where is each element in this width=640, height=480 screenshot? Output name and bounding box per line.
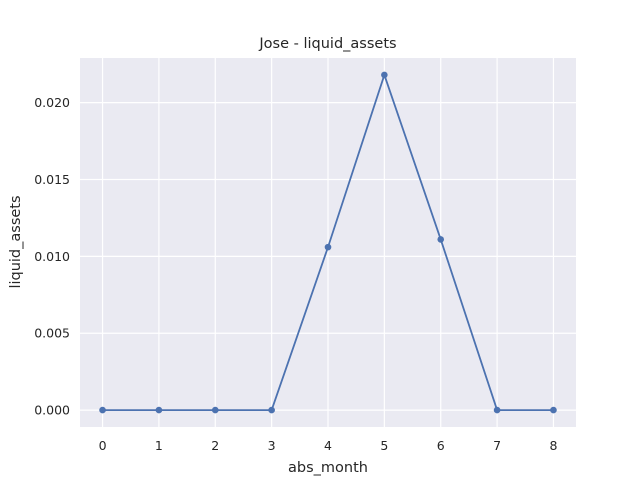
x-tick-label: 2 <box>211 438 219 453</box>
series-group <box>99 71 557 414</box>
data-point <box>99 406 106 414</box>
x-gridlines <box>101 58 555 427</box>
y-tick-label: 0.000 <box>34 403 70 418</box>
chart-title: Jose - liquid_assets <box>258 36 396 52</box>
y-tick-label: 0.015 <box>34 172 70 187</box>
x-tick-label: 6 <box>437 438 445 453</box>
x-axis-label: abs_month <box>288 460 368 476</box>
data-point <box>155 406 163 414</box>
y-tick-labels: 0.000 0.005 0.010 0.015 0.020 <box>34 95 70 418</box>
data-point <box>268 406 275 414</box>
x-tick-label: 3 <box>268 438 276 453</box>
data-point <box>211 406 219 414</box>
y-tick-label: 0.005 <box>34 326 70 341</box>
x-tick-label: 7 <box>493 438 501 453</box>
x-tick-label: 5 <box>380 438 388 453</box>
x-tick-label: 8 <box>549 438 557 453</box>
x-tick-label: 4 <box>324 438 332 453</box>
x-tick-label: 1 <box>155 438 163 453</box>
x-tick-label: 0 <box>99 438 107 453</box>
data-point <box>324 243 332 251</box>
data-point <box>493 406 501 414</box>
x-tick-labels: 0 1 2 3 4 5 6 7 8 <box>99 438 558 453</box>
y-axis-label: liquid_assets <box>8 195 24 288</box>
y-tick-label: 0.010 <box>34 249 70 264</box>
y-tick-label: 0.020 <box>34 95 70 110</box>
data-point <box>437 236 445 243</box>
data-point <box>381 71 388 79</box>
data-point <box>550 406 557 414</box>
